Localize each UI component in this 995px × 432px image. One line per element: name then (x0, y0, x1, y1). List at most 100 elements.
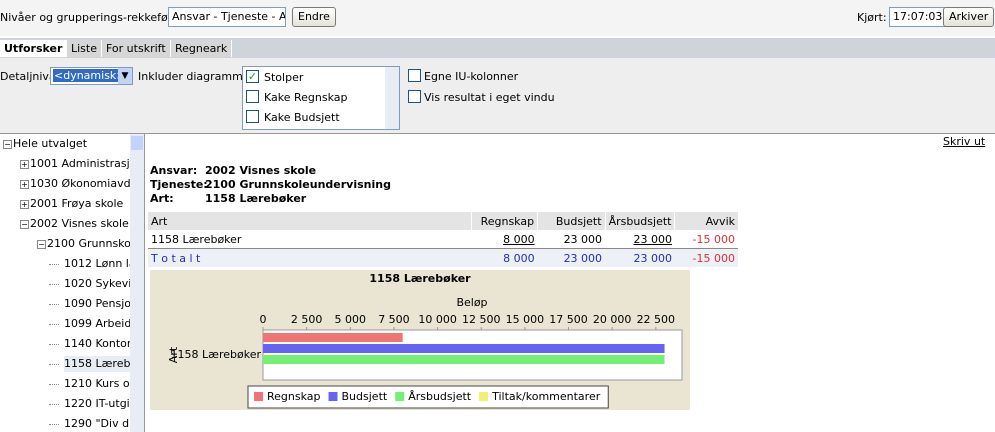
legend-box (247, 385, 609, 409)
cell: 1158 Lærebøker (151, 232, 242, 246)
x-tick-label: 0 (260, 313, 267, 326)
option-label: Vis resultat i eget vindu (424, 91, 555, 104)
x-tick-label: 17 500 (549, 313, 588, 326)
tree-toggle[interactable]: − (37, 240, 46, 249)
cell: 8 000 (503, 251, 535, 265)
tab[interactable]: Regneark (171, 40, 233, 57)
legend-label: Årsbudsjett (408, 390, 472, 403)
options-panel (0, 58, 995, 134)
cell: Avvik (674, 212, 738, 230)
tree-connector (49, 324, 59, 325)
tree-node[interactable]: 1220 IT-utgifter (64, 397, 130, 410)
tree-node[interactable]: 1210 Kurs og opplæring (64, 377, 130, 390)
tab[interactable]: For utskrift (102, 40, 171, 57)
detail-label: Detaljnivå: (0, 70, 60, 83)
header-value: 2002 Visnes skole (205, 164, 317, 177)
tree-toggle[interactable]: − (3, 140, 12, 149)
cell: -15 000 (692, 232, 735, 246)
chart-title: 1158 Lærebøker (369, 272, 471, 285)
diagram-option: Stolper (264, 71, 304, 84)
scroll-up[interactable] (131, 136, 143, 150)
tree-connector (49, 364, 59, 365)
x-tick-label: 7 500 (378, 313, 410, 326)
legend-swatch (479, 392, 489, 401)
diagram-list (242, 66, 400, 130)
option-checkbox[interactable] (408, 69, 421, 82)
legend-swatch (328, 392, 338, 401)
tree-node[interactable]: 1030 Økonomiavdeling (30, 177, 130, 190)
tree-connector (49, 264, 59, 265)
cell: Art (151, 214, 168, 228)
bar (263, 344, 665, 353)
cell[interactable]: 23 000 (633, 232, 672, 246)
legend-swatch (254, 392, 263, 401)
tree-toggle[interactable]: + (20, 200, 29, 209)
change-button[interactable]: Endre (292, 7, 336, 27)
tab[interactable]: Liste (67, 40, 102, 57)
tree-node[interactable]: 1099 Arbeidsgiveravgift (64, 317, 130, 330)
cell: -15 000 (692, 251, 735, 265)
tree-toggle[interactable]: + (20, 160, 29, 169)
archive-button[interactable]: Arkiver (943, 7, 995, 27)
legend-swatch (395, 392, 405, 401)
tree-node[interactable]: Hele utvalget (13, 137, 88, 150)
x-tick-label: 2 500 (291, 313, 323, 326)
tree-node[interactable]: 2001 Frøya skole (30, 197, 124, 210)
tree-node[interactable]: 1020 Sykevikarer (64, 277, 130, 290)
tree: −Hele utvalget+1001 Administrasjon+1030 … (0, 134, 130, 432)
tree-node[interactable]: 1090 Pensjon (64, 297, 130, 310)
cell: 23 000 (563, 251, 603, 265)
tree-node[interactable]: 2100 Grunnskoleundervisning (47, 237, 130, 250)
header-label: Tjeneste: (150, 178, 208, 191)
tree-connector (49, 384, 59, 385)
y-axis-label: Art (167, 346, 180, 363)
tree-connector (49, 424, 59, 425)
cell[interactable]: 8 000 (503, 232, 535, 246)
diagram-checkbox[interactable] (246, 110, 259, 123)
x-tick-label: 12 500 (462, 313, 501, 326)
header-label: Art: (150, 192, 174, 205)
option-checkbox[interactable] (408, 90, 421, 103)
diagram-option: Kake Budsjett (264, 111, 340, 124)
tree-connector (49, 344, 59, 345)
dropdown-arrow[interactable]: ▼ (118, 68, 132, 84)
tree-node[interactable]: 1001 Administrasjon (30, 157, 130, 170)
tree-node[interactable]: 1290 "Div diverse" (64, 417, 130, 430)
header-value: 2100 Grunnskoleundervisning (205, 178, 391, 191)
tree-node[interactable]: 1140 Kontorrekvisita (64, 337, 130, 350)
option-label: Egne IU-kolonner (424, 70, 519, 83)
tree-node[interactable]: 2002 Visnes skole (30, 217, 129, 230)
report-table: Art Regnskap Budsjett Årsbudsjett Avvik 1158 … (148, 212, 738, 267)
data-row: 1158 Lærebøker 8 000 23 000 23 000 -15 000 (148, 230, 738, 249)
diagram-checkbox[interactable]: ✓ (246, 70, 259, 83)
tree-toggle[interactable]: + (20, 180, 29, 189)
detail-value: <dynamisk> (53, 69, 127, 82)
tree-node[interactable]: 1012 Lønn lærere (64, 257, 130, 270)
cell: 23 000 (633, 251, 672, 265)
levels-input[interactable]: Ansvar - Tjeneste - Art (168, 7, 286, 27)
tree-toggle[interactable]: − (20, 220, 29, 229)
legend-label: Tiltak/kommentarer (491, 390, 601, 403)
x-axis-label: Beløp (456, 296, 487, 309)
scrollbar (385, 67, 399, 129)
cell: Budsjett (537, 212, 606, 230)
tree-node[interactable]: 1158 Lærebøker (64, 356, 130, 372)
diagram-checkbox[interactable] (246, 90, 259, 103)
levels-label: Nivåer og grupperings-rekkefølge: (0, 11, 189, 24)
header-value: 1158 Lærebøker (205, 192, 307, 205)
x-tick-label: 15 000 (506, 313, 545, 326)
tree-connector (49, 284, 59, 285)
tree-connector (49, 404, 59, 405)
legend-label: Budsjett (342, 390, 388, 403)
x-tick-label: 20 000 (593, 313, 632, 326)
x-tick-label: 5 000 (335, 313, 367, 326)
header-row: Art Regnskap Budsjett Årsbudsjett Avvik (148, 212, 738, 230)
x-tick-label: 10 000 (418, 313, 457, 326)
tab[interactable]: Utforsker (0, 40, 68, 57)
detail-select[interactable]: <dynamisk> ▼ (50, 67, 133, 85)
print-link[interactable]: Skriv ut (943, 135, 986, 148)
tree-connector (49, 304, 59, 305)
total-row: T o t a l t 8 000 23 000 23 000 -15 000 (148, 248, 738, 267)
diagram-option: Kake Regnskap (264, 91, 348, 104)
toolbar (0, 0, 995, 36)
